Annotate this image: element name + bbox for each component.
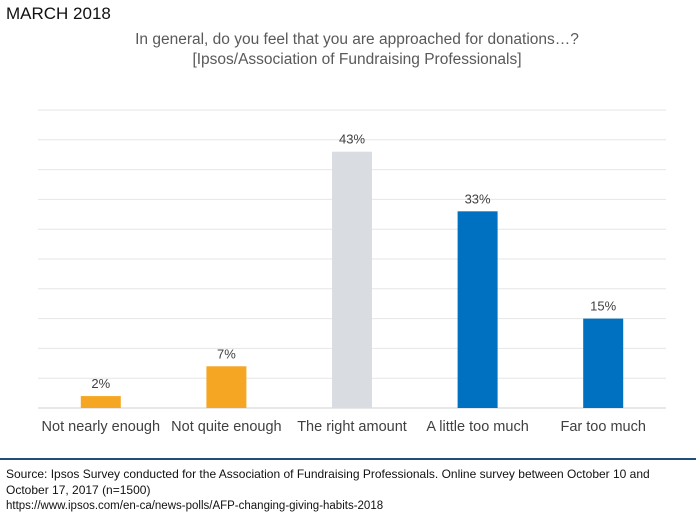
x-tick-label: A little too much bbox=[426, 419, 528, 435]
chart-title: In general, do you feel that you are app… bbox=[135, 31, 579, 48]
bar-chart: 2% Not nearly enough 7% Not quite enough 43%… bbox=[38, 109, 666, 435]
chart-title-block: In general, do you feel that you are app… bbox=[0, 30, 696, 70]
data-label: 2% bbox=[91, 376, 110, 391]
bar bbox=[206, 366, 247, 408]
x-tick-label: Not quite enough bbox=[171, 419, 281, 435]
bar bbox=[332, 151, 372, 408]
source-text: Source: Ipsos Survey conducted for the A… bbox=[6, 467, 650, 497]
data-label: 15% bbox=[590, 299, 616, 314]
source-url[interactable]: https://www.ipsos.com/en-ca/news-polls/A… bbox=[6, 500, 384, 512]
chart-subtitle: [Ipsos/Association of Fundraising Profes… bbox=[192, 51, 522, 68]
bar bbox=[583, 318, 624, 408]
bar bbox=[80, 396, 121, 408]
x-tick-label: Not nearly enough bbox=[42, 419, 161, 435]
bar bbox=[457, 211, 498, 408]
date-label: MARCH 2018 bbox=[6, 4, 111, 23]
x-tick-label: The right amount bbox=[297, 419, 407, 435]
source-note: Source: Ipsos Survey conducted for the A… bbox=[6, 466, 692, 514]
data-label: 7% bbox=[217, 346, 236, 361]
x-tick-label: Far too much bbox=[560, 419, 645, 435]
data-label: 43% bbox=[339, 132, 365, 147]
data-label: 33% bbox=[465, 191, 491, 206]
footer-divider bbox=[0, 458, 696, 460]
